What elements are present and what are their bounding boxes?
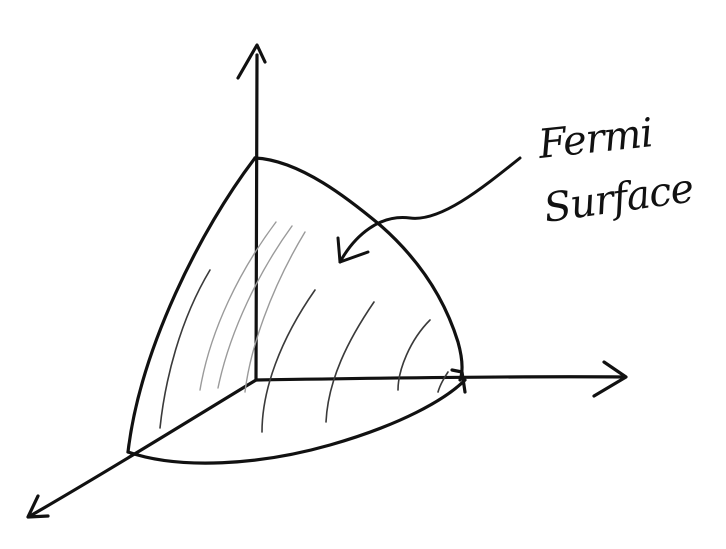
annotation-pointer	[336, 156, 522, 264]
surface-outline-top	[253, 156, 464, 382]
label-line-2: Surface	[541, 165, 696, 231]
x-axis	[254, 375, 626, 382]
y-axis-arrowhead	[26, 494, 50, 519]
pointer-arrowhead	[336, 236, 370, 264]
hatch-stroke	[217, 225, 293, 389]
z-axis	[254, 53, 259, 382]
label-line-1: Fermi	[535, 110, 654, 168]
hatch-stroke	[244, 231, 306, 393]
annotation-label: Fermi Surface	[535, 110, 696, 232]
coordinate-axes	[26, 43, 628, 519]
surface-edge-tick	[450, 368, 467, 394]
hatch-stroke	[325, 301, 375, 423]
y-axis	[28, 378, 258, 518]
hatch-stroke	[261, 289, 316, 433]
surface-outline-left	[126, 156, 257, 454]
surface-shading	[159, 221, 449, 433]
x-axis-arrowhead	[592, 360, 628, 398]
z-axis-arrowhead	[236, 43, 267, 80]
hatch-stroke	[437, 371, 449, 393]
surface-outline-bottom	[126, 378, 467, 465]
pointer-line	[338, 156, 522, 264]
hatch-stroke	[397, 319, 431, 391]
hatch-stroke	[159, 269, 211, 429]
hatch-stroke	[199, 221, 277, 391]
fermi-surface-octant	[126, 156, 467, 465]
